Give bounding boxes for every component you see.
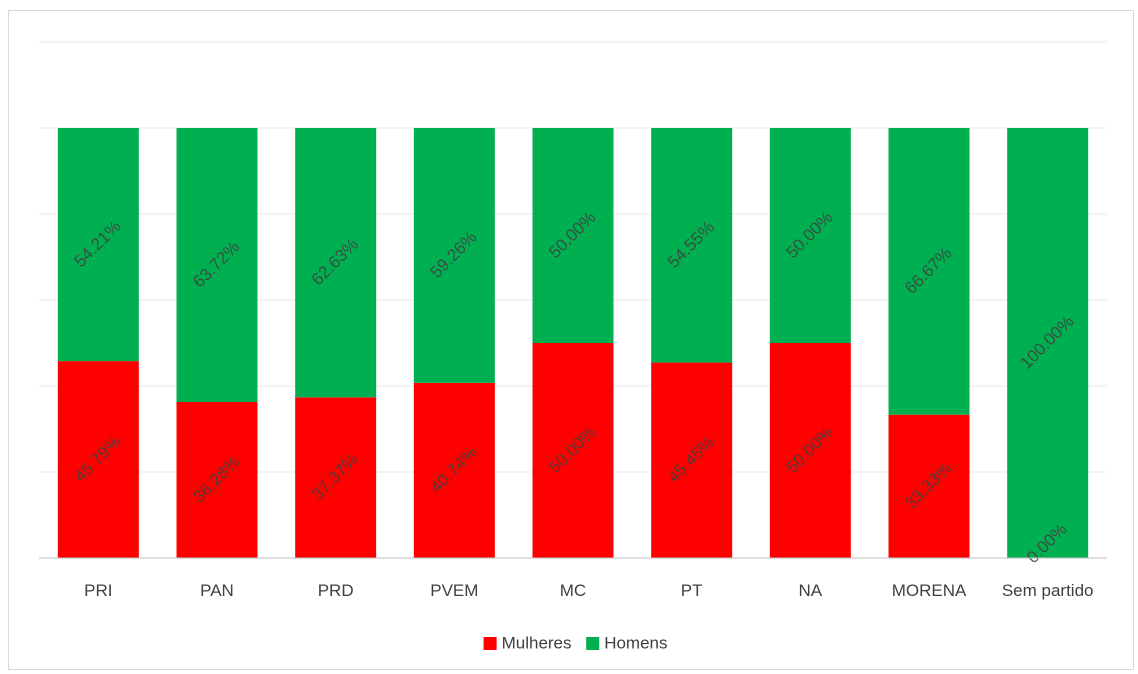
x-tick-label: PAN [200,581,234,600]
bar-mulheres-pvem [413,382,495,558]
x-axis-tick-labels: PRI PAN PRD PVEM MC PT NA MORENA Sem partido [84,581,1093,600]
bar-mulheres-pan [176,401,258,558]
legend-label-homens: Homens [604,633,667,652]
bar-homens-pvem [413,128,495,383]
x-tick-label: MC [560,581,586,600]
bar-mulheres-mc [532,343,614,558]
bar-mulheres-na [769,343,851,558]
legend-swatch-homens [586,637,600,650]
legend-label-mulheres: Mulheres [502,633,572,652]
bar-mulheres-pri [57,361,139,558]
bar-homens-pt [651,128,733,363]
x-tick-label: PRI [84,581,112,600]
bar-mulheres-pt [651,362,733,558]
bar-homens-morena [888,128,970,415]
x-tick-label: Sem partido [1002,581,1094,600]
bars [57,128,1089,558]
bar-homens-pri [57,128,139,362]
bar-homens-pan [176,128,258,402]
bar-homens-prd [295,128,377,398]
x-tick-label: MORENA [892,581,967,600]
chart-frame: 45.79% 54.21% 36.28% 63.72% 37.37% 62.63% 40.7… [8,10,1134,670]
bar-homens-na [769,128,851,343]
x-tick-label: PVEM [430,581,478,600]
x-tick-label: PT [681,581,703,600]
legend: Mulheres Homens [483,633,668,652]
legend-swatch-mulheres [483,637,497,650]
bar-mulheres-morena [888,414,970,558]
bar-homens-mc [532,128,614,343]
stacked-bar-chart: 45.79%54.21%36.28%63.72%37.37%62.63%40.7… [39,41,1107,652]
bar-mulheres-prd [295,397,377,558]
x-tick-label: NA [799,581,823,600]
x-tick-label: PRD [318,581,354,600]
bar-homens-sem-partido [1007,128,1089,558]
